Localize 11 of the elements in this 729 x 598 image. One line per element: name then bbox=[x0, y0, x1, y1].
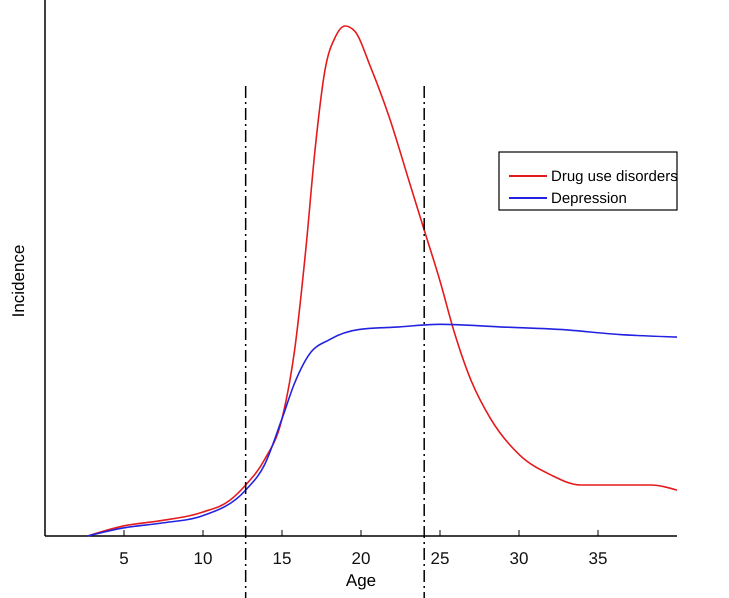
x-tick-label: 35 bbox=[588, 549, 608, 568]
x-tick-label: 25 bbox=[430, 549, 450, 568]
x-tick-label: 20 bbox=[352, 549, 370, 568]
x-axis-title: Age bbox=[346, 571, 376, 590]
x-tick-label: 10 bbox=[194, 549, 212, 568]
legend-label: Drug use disorders bbox=[551, 168, 678, 185]
x-tick-label: 30 bbox=[510, 549, 528, 568]
legend-label: Depression bbox=[551, 190, 627, 207]
y-axis-title: Incidence bbox=[9, 244, 28, 318]
x-tick-label: 5 bbox=[119, 549, 129, 568]
x-tick-label: 15 bbox=[272, 549, 292, 568]
